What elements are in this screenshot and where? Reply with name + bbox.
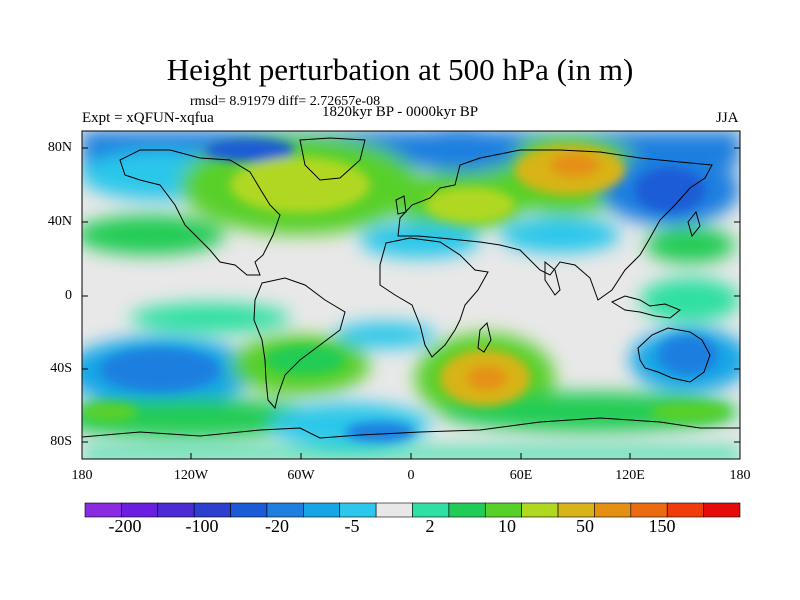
colorbar-cell [484, 502, 522, 518]
colorbar-cell [448, 502, 486, 518]
height-anomaly-field [82, 131, 740, 459]
colorbar-cell [266, 502, 304, 518]
colorbar-cell [521, 502, 559, 518]
colorbar-cell [193, 502, 231, 518]
colorbar-cell [121, 502, 159, 518]
lat-label-80s: 80S [50, 434, 72, 449]
colorbar [84, 502, 741, 518]
antarctica-coast [82, 417, 740, 439]
rmsd-diff-stats: rmsd= 8.91979 diff= 2.72657e-08 [190, 94, 381, 109]
india-coast [544, 260, 561, 296]
plot-title: Height perturbation at 500 hPa (in m) [166, 52, 634, 87]
eurasia-coast [397, 149, 713, 301]
lon-label-180w: 180 [71, 468, 93, 483]
colorbar-cell [594, 502, 632, 518]
colorbar-label: 150 [648, 516, 676, 536]
africa-coast [379, 237, 489, 358]
colorbar-cell [230, 502, 268, 518]
lat-label-0: 0 [65, 288, 72, 303]
colorbar-cell [157, 502, 195, 518]
north-america-coast [119, 149, 281, 276]
axis-ticks [82, 147, 740, 459]
colorbar-label: 50 [576, 516, 594, 536]
colorbar-cell [375, 502, 413, 518]
lon-label-120e: 120E [615, 468, 645, 483]
lon-label-60e: 60E [509, 468, 533, 483]
british-isles-coast [395, 195, 407, 215]
colorbar-cell [84, 502, 122, 518]
anomaly-blobs-cores [82, 138, 730, 442]
colorbar-cell [303, 502, 341, 518]
period-label: 1820kyr BP - 0000kyr BP [322, 104, 479, 120]
colorbar-cell [339, 502, 377, 518]
colorbar-label: -5 [344, 516, 360, 536]
colorbar-cell [412, 502, 450, 518]
maritime-continent-coast [610, 295, 681, 319]
lat-label-40s: 40S [50, 361, 72, 376]
australia-coast [637, 327, 711, 383]
colorbar-label: -200 [108, 516, 142, 536]
lon-label-180e: 180 [729, 468, 751, 483]
lon-label-120w: 120W [173, 468, 209, 483]
japan-coast [687, 210, 701, 238]
colorbar-label: -100 [185, 516, 219, 536]
colorbar-label: 10 [498, 516, 516, 536]
experiment-label: Expt = xQFUN-xqfua [82, 110, 214, 126]
colorbar-cell [557, 502, 595, 518]
colorbar-label: 2 [425, 516, 435, 536]
greenland-coast [299, 137, 366, 181]
lon-label-60w: 60W [287, 468, 315, 483]
colorbar-cell [666, 502, 704, 518]
lon-label-0: 0 [407, 468, 415, 483]
south-america-coast [253, 277, 346, 410]
lat-label-40n: 40N [47, 214, 72, 229]
colorbar-label: -20 [265, 516, 289, 536]
madagascar-coast [477, 322, 492, 353]
colorbar-cell [703, 502, 741, 518]
season-label: JJA [716, 110, 739, 126]
lat-label-80n: 80N [47, 140, 72, 155]
coastlines [82, 137, 740, 439]
colorbar-cell [630, 502, 668, 518]
